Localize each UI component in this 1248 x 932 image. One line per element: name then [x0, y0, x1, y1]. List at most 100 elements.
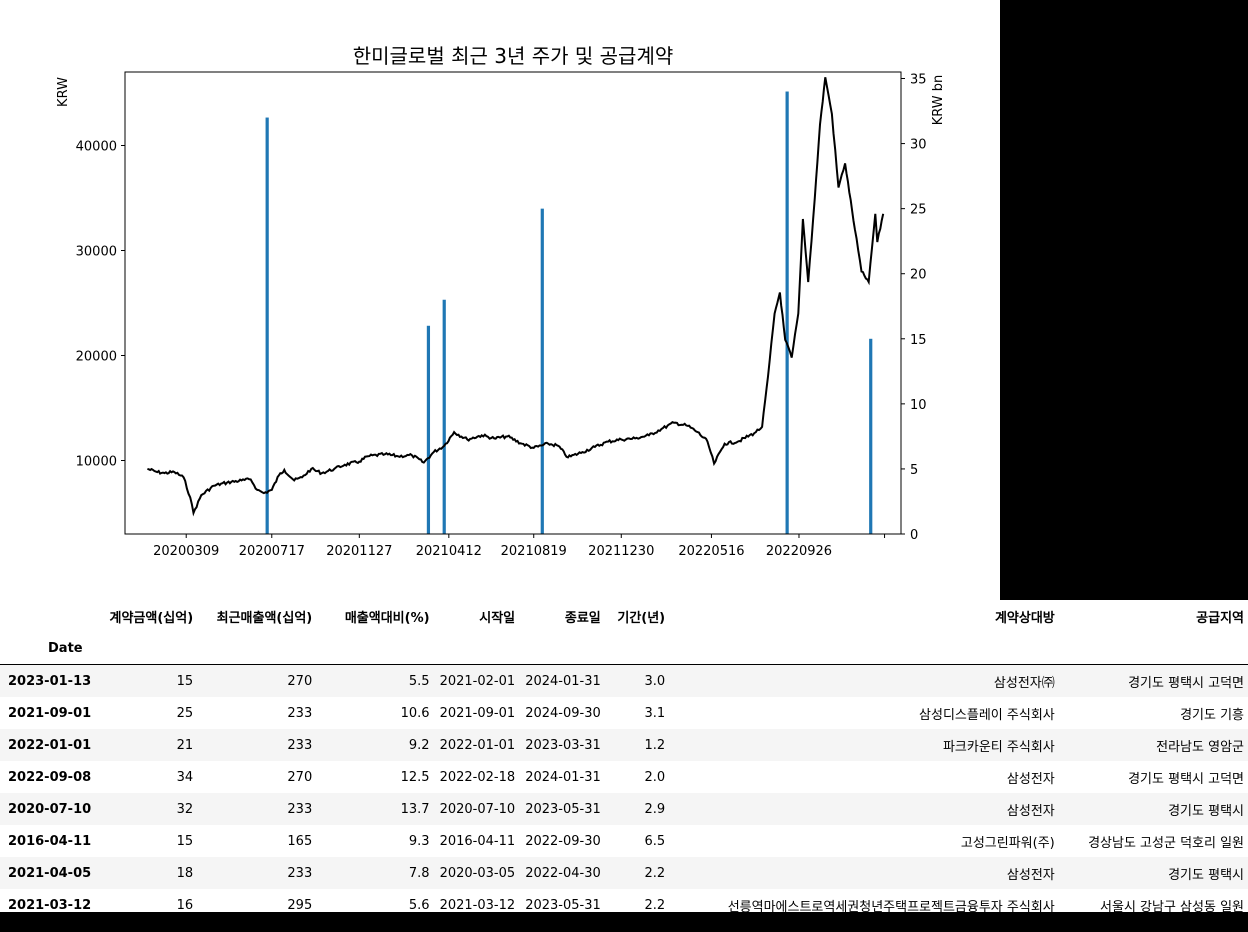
table-cell: 3.0 — [644, 673, 666, 689]
table-cell: 삼성전자 — [1006, 771, 1055, 787]
column-header: 최근매출액(십억) — [216, 610, 313, 626]
row-date: 2022-09-08 — [8, 769, 92, 785]
table-cell: 18 — [176, 865, 194, 881]
table-cell: 2.2 — [644, 897, 666, 913]
table-cell: 2020-07-10 — [439, 801, 516, 817]
table-row: 2020-07-10 32 233 13.7 2020-07-10 2023-05-31 2… — [0, 793, 1248, 825]
table-cell: 전라남도 영암군 — [1156, 739, 1244, 755]
table-cell: 2020-03-05 — [439, 865, 516, 881]
row-date: 2021-09-01 — [8, 705, 92, 721]
table-row: 2021-03-12 16 295 5.6 2021-03-12 2023-05-31 2.… — [0, 889, 1248, 913]
table-cell: 21 — [176, 737, 194, 753]
table-cell: 233 — [287, 737, 313, 753]
row-date: 2021-03-12 — [8, 897, 92, 913]
y-right-tick-label: 5 — [910, 463, 918, 478]
row-date: 2016-04-11 — [8, 833, 92, 849]
table-cell: 16 — [176, 897, 194, 913]
table-cell: 고성그린파워(주) — [960, 835, 1055, 851]
x-tick-label: 20210412 — [416, 544, 482, 559]
table-cell: 2022-04-30 — [525, 865, 601, 881]
row-date: 2022-01-01 — [8, 737, 92, 753]
x-tick-label: 20201127 — [326, 544, 392, 559]
table-cell: 3.1 — [644, 705, 666, 721]
table-cell: 295 — [287, 897, 313, 913]
y-right-tick-label: 30 — [910, 138, 927, 153]
table-row: 2021-09-01 25 233 10.6 2021-09-01 2024-09-30 3… — [0, 697, 1248, 729]
table-cell: 15 — [176, 833, 194, 849]
table-cell: 7.8 — [408, 865, 430, 881]
column-header: 기간(년) — [617, 610, 666, 626]
y-right-tick-label: 0 — [910, 528, 918, 543]
table-cell: 233 — [287, 705, 313, 721]
contract-table: 계약금액(십억) 최근매출액(십억) 매출액대비(%) 시작일 종료일 기간(년… — [0, 600, 1248, 912]
table-cell: 2.0 — [644, 769, 666, 785]
table-cell: 10.6 — [400, 705, 430, 721]
row-date: 2020-07-10 — [8, 801, 92, 817]
chart-title: 한미글로벌 최근 3년 주가 및 공급계약 — [353, 44, 674, 68]
y-right-tick-label: 25 — [910, 203, 927, 218]
table-cell: 경기도 평택시 — [1168, 803, 1244, 819]
y-right-tick-label: 20 — [910, 268, 927, 283]
column-header: 종료일 — [564, 610, 601, 626]
table-cell: 파크카운티 주식회사 — [942, 739, 1055, 755]
table-cell: 5.6 — [408, 897, 430, 913]
table-cell: 233 — [287, 865, 313, 881]
table-cell: 경기도 평택시 고덕면 — [1128, 771, 1244, 787]
stock-chart: 한미글로벌 최근 3년 주가 및 공급계약 KRW KRW bn 2020030… — [56, 44, 946, 559]
x-tick-label: 20200309 — [153, 544, 219, 559]
contract-bar — [426, 325, 431, 534]
contract-bar — [540, 208, 544, 534]
table-cell: 2024-01-31 — [525, 673, 601, 689]
table-cell: 삼성전자 — [1006, 867, 1055, 883]
chart-panel: 한미글로벌 최근 3년 주가 및 공급계약 KRW KRW bn 2020030… — [0, 0, 1000, 600]
table-cell: 9.2 — [408, 737, 430, 753]
table-cell: 15 — [176, 673, 194, 689]
table-cell: 165 — [287, 833, 313, 849]
contract-bar — [265, 117, 269, 535]
table-cell: 13.7 — [400, 801, 430, 817]
column-header: 계약금액(십억) — [109, 610, 194, 626]
table-cell: 2.9 — [644, 801, 666, 817]
table-cell: 270 — [287, 769, 313, 785]
table-cell: 233 — [287, 801, 313, 817]
table-cell: 2022-09-30 — [525, 833, 601, 849]
table-cell: 2021-02-01 — [439, 673, 516, 689]
table-cell: 경기도 기흥 — [1180, 707, 1244, 723]
y-axis-right-label: KRW bn — [931, 75, 946, 126]
table-cell: 2024-09-30 — [525, 705, 601, 721]
column-header: 계약상대방 — [994, 610, 1055, 626]
contract-bar — [869, 338, 873, 534]
table-row: 2022-01-01 21 233 9.2 2022-01-01 2023-03-31 1.… — [0, 729, 1248, 761]
contract-bar — [785, 91, 789, 535]
x-tick-label: 20200717 — [239, 544, 305, 559]
x-tick-label: 20220516 — [678, 544, 744, 559]
row-date: 2023-01-13 — [8, 673, 92, 689]
y-right-tick-label: 10 — [910, 398, 927, 413]
index-header-row: Date — [0, 632, 1248, 665]
table-cell: 삼성전자㈜ — [993, 675, 1055, 691]
index-header: Date — [0, 632, 1248, 665]
column-header: 매출액대비(%) — [344, 610, 430, 626]
table-row: 2023-01-13 15 270 5.5 2021-02-01 2024-01-31 3.… — [0, 664, 1248, 697]
table-header-row: 계약금액(십억) 최근매출액(십억) 매출액대비(%) 시작일 종료일 기간(년… — [0, 600, 1248, 632]
table-cell: 서울시 강남구 삼성동 일원 — [1100, 899, 1244, 913]
x-tick-label: 20220926 — [766, 544, 832, 559]
table-cell: 삼성전자 — [1006, 803, 1055, 819]
table-cell: 경기도 평택시 고덕면 — [1128, 675, 1244, 691]
table-row: 2022-09-08 34 270 12.5 2022-02-18 2024-01-31 2… — [0, 761, 1248, 793]
column-header: 시작일 — [479, 610, 516, 626]
table-cell: 2023-05-31 — [525, 897, 601, 913]
table-cell: 25 — [176, 705, 194, 721]
y-left-tick-label: 40000 — [76, 140, 117, 155]
table-cell: 270 — [287, 673, 313, 689]
table-row: 2016-04-11 15 165 9.3 2016-04-11 2022-09-30 6.… — [0, 825, 1248, 857]
table-cell: 2023-05-31 — [525, 801, 601, 817]
table-cell: 삼성디스플레이 주식회사 — [919, 707, 1055, 723]
table-cell: 2022-01-01 — [439, 737, 516, 753]
table-cell: 2.2 — [644, 865, 666, 881]
row-date: 2021-04-05 — [8, 865, 92, 881]
table-cell: 경상남도 고성군 덕호리 일원 — [1088, 835, 1244, 851]
y-axis-left-label: KRW — [56, 77, 71, 107]
table-cell: 경기도 평택시 — [1168, 867, 1244, 883]
y-right-tick-label: 35 — [910, 73, 927, 88]
